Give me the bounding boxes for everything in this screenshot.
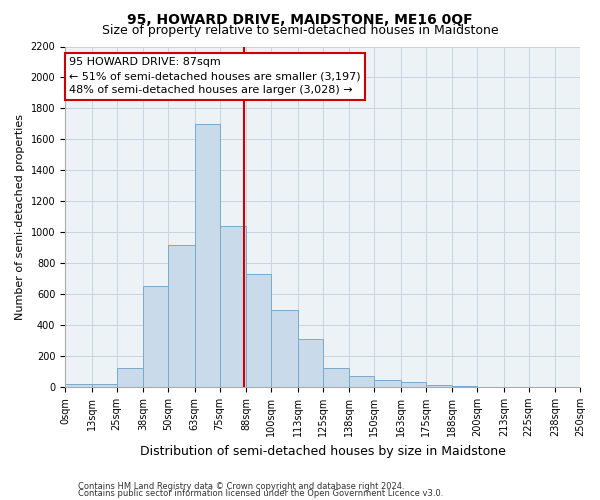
Bar	[143, 286, 168, 387]
Bar	[323, 368, 349, 387]
Bar	[298, 339, 323, 387]
Bar	[65, 384, 92, 387]
Bar	[271, 310, 298, 387]
Bar	[349, 376, 374, 387]
Bar	[374, 380, 401, 387]
Text: Contains HM Land Registry data © Crown copyright and database right 2024.: Contains HM Land Registry data © Crown c…	[78, 482, 404, 491]
Bar	[401, 382, 425, 387]
Text: Size of property relative to semi-detached houses in Maidstone: Size of property relative to semi-detach…	[101, 24, 499, 37]
Bar	[246, 274, 271, 387]
Bar	[168, 244, 195, 387]
Text: Contains public sector information licensed under the Open Government Licence v3: Contains public sector information licen…	[78, 489, 443, 498]
Bar	[452, 386, 477, 387]
Bar	[195, 124, 220, 387]
Y-axis label: Number of semi-detached properties: Number of semi-detached properties	[15, 114, 25, 320]
Bar	[92, 384, 116, 387]
X-axis label: Distribution of semi-detached houses by size in Maidstone: Distribution of semi-detached houses by …	[140, 444, 505, 458]
Bar	[220, 226, 246, 387]
Text: 95 HOWARD DRIVE: 87sqm
← 51% of semi-detached houses are smaller (3,197)
48% of : 95 HOWARD DRIVE: 87sqm ← 51% of semi-det…	[69, 58, 361, 96]
Text: 95, HOWARD DRIVE, MAIDSTONE, ME16 0QF: 95, HOWARD DRIVE, MAIDSTONE, ME16 0QF	[127, 12, 473, 26]
Bar	[116, 368, 143, 387]
Bar	[425, 386, 452, 387]
